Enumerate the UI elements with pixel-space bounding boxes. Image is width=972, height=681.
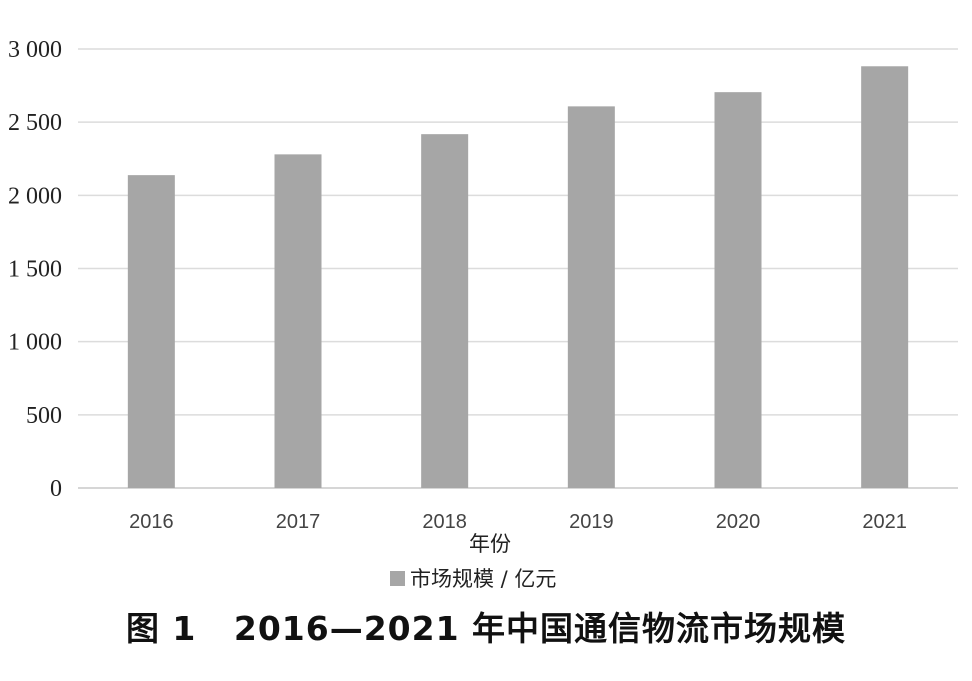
x-tick-label: 2017 (276, 511, 321, 533)
bars (127, 66, 909, 489)
y-tick-label: 0 (50, 476, 62, 502)
legend-label: 市场规模 / 亿元 (410, 567, 556, 591)
x-tick-label: 2018 (422, 511, 467, 533)
bar-2021 (861, 66, 909, 488)
y-tick-label: 3 000 (8, 37, 62, 63)
x-tick-label: 2020 (716, 511, 761, 533)
y-tick-label: 2 500 (8, 110, 62, 136)
figure-caption: 图 1 2016—2021 年中国通信物流市场规模 (0, 602, 972, 650)
bar-2020 (714, 92, 762, 488)
y-tick-label: 1 500 (8, 257, 62, 283)
x-tick-label: 2021 (862, 511, 907, 533)
grid-lines (78, 48, 958, 489)
y-tick-label: 2 000 (8, 183, 62, 209)
y-tick-label: 500 (26, 403, 62, 429)
bar-2017 (274, 154, 322, 489)
x-axis-ticks: 2016 2017 2018 2019 2020 2021 (129, 511, 907, 533)
y-axis-ticks: 0 500 1 000 1 500 2 000 2 500 3 000 (8, 37, 62, 502)
figure-number: 图 1 (125, 609, 197, 648)
figure-title: 2016—2021 年中国通信物流市场规模 (233, 609, 847, 648)
x-tick-label: 2016 (129, 511, 174, 533)
bar-2019 (567, 106, 615, 488)
legend-swatch (390, 571, 405, 586)
y-tick-label: 1 000 (8, 330, 62, 356)
bar-2018 (421, 134, 469, 488)
x-tick-label: 2019 (569, 511, 614, 533)
legend: 市场规模 / 亿元 (390, 567, 556, 591)
bar-2016 (127, 175, 175, 488)
x-axis-label: 年份 (469, 532, 511, 556)
